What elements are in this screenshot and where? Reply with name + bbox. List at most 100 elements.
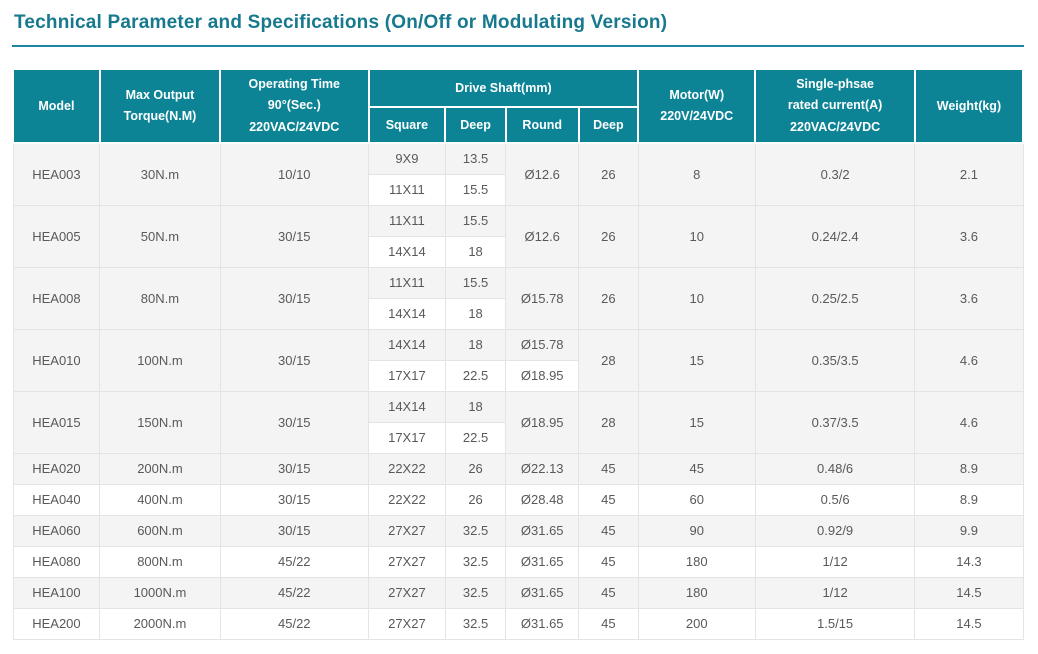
cell-max-output-torque: 80N.m [99,266,221,330]
table-row: HEA200 2000N.m 45/22 27X27 32.5 Ø31.65 45 200 1.… [12,607,1024,640]
table-row: HEA015 150N.m 30/15 14X14 18 Ø18.95 28 15 0.37/3… [12,390,1024,454]
cell-square: 14X14 [368,328,446,361]
cell-square: 27X27 [368,576,446,609]
cell-square-deep: 22.5 [444,421,507,454]
col-header-square: Square [367,106,447,144]
cell-square: 9X9 [368,142,446,175]
cell-motor: 90 [637,514,756,547]
cell-motor: 200 [637,607,756,640]
cell-round-deep: 28 [578,390,639,454]
cell-motor: 15 [637,390,756,454]
cell-square: 14X14 [368,390,446,423]
table-body: HEA003 30N.m 10/10 9X9 13.5 Ø12.6 26 8 0.3/2 2.1 1… [12,142,1024,640]
cell-max-output-torque: 150N.m [99,390,221,454]
header-row-subcolumns: Square Deep Round Deep [13,106,1023,144]
cell-square-deep: 18 [444,328,507,361]
cell-model: HEA015 [12,390,101,454]
cell-operating-time: 45/22 [219,607,370,640]
cell-weight: 4.6 [914,390,1024,454]
cell-operating-time: 30/15 [219,483,370,516]
cell-weight: 14.3 [914,545,1024,578]
table-row: HEA040 400N.m 30/15 22X22 26 Ø28.48 45 60 0.5/6 8… [12,483,1024,516]
table-row: HEA020 200N.m 30/15 22X22 26 Ø22.13 45 45 0.48/6… [12,452,1024,485]
cell-operating-time: 30/15 [219,452,370,485]
col-header-drive-shaft: Drive Shaft(mm) [367,68,640,108]
cell-square: 11X11 [368,266,446,299]
cell-operating-time: 45/22 [219,545,370,578]
cell-max-output-torque: 1000N.m [99,576,221,609]
cell-square: 11X11 [368,173,446,206]
cell-weight: 3.6 [914,204,1024,268]
cell-operating-time: 10/10 [219,142,370,206]
cell-square-deep: 15.5 [444,173,507,206]
cell-motor: 15 [637,328,756,392]
table-header: Model Max Output Torque(N.M) Operating T… [12,68,1025,144]
cell-square-deep: 32.5 [444,607,507,640]
cell-rated-current: 0.3/2 [754,142,916,206]
cell-max-output-torque: 2000N.m [99,607,221,640]
table-row: HEA005 50N.m 30/15 11X11 15.5 Ø12.6 26 10 0.24/2… [12,204,1024,268]
cell-weight: 8.9 [914,483,1024,516]
cell-model: HEA005 [12,204,101,268]
cell-round: Ø12.6 [505,204,580,268]
cell-round-deep: 45 [578,545,639,578]
cell-max-output-torque: 30N.m [99,142,221,206]
col-header-round: Round [504,106,580,144]
cell-round-deep: 45 [578,576,639,609]
cell-weight: 14.5 [914,607,1024,640]
cell-operating-time: 30/15 [219,266,370,330]
cell-square: 27X27 [368,514,446,547]
cell-square-deep: 26 [444,452,507,485]
cell-motor: 8 [637,142,756,206]
cell-weight: 9.9 [914,514,1024,547]
cell-operating-time: 30/15 [219,390,370,454]
cell-square-deep: 32.5 [444,576,507,609]
cell-weight: 8.9 [914,452,1024,485]
col-header-rated-current: Single-phsae rated current(A) 220VAC/24V… [754,68,916,144]
cell-motor: 45 [637,452,756,485]
cell-weight: 3.6 [914,266,1024,330]
cell-weight: 4.6 [914,328,1024,392]
cell-square-deep: 26 [444,483,507,516]
cell-square: 11X11 [368,204,446,237]
cell-model: HEA003 [12,142,101,206]
cell-max-output-torque: 400N.m [99,483,221,516]
cell-square-deep: 13.5 [444,142,507,175]
cell-max-output-torque: 200N.m [99,452,221,485]
cell-round: Ø31.65 [505,545,580,578]
col-header-weight: Weight(kg) [913,68,1025,144]
cell-model: HEA100 [12,576,101,609]
cell-rated-current: 0.37/3.5 [754,390,916,454]
col-header-max-output-torque: Max Output Torque(N.M) [98,68,222,144]
cell-square-deep: 15.5 [444,266,507,299]
cell-max-output-torque: 50N.m [99,204,221,268]
cell-weight: 14.5 [914,576,1024,609]
page-title: Technical Parameter and Specifications (… [12,10,1024,47]
cell-rated-current: 1.5/15 [754,607,916,640]
cell-round: Ø31.65 [505,576,580,609]
table-row: HEA010 100N.m 30/15 14X14 18 Ø15.78 28 15 0.35/3… [12,328,1024,392]
cell-operating-time: 30/15 [219,328,370,392]
cell-square-deep: 18 [444,235,507,268]
cell-round: Ø22.13 [505,452,580,485]
cell-round-deep: 26 [578,142,639,206]
col-header-round-deep: Deep [577,106,640,144]
cell-square: 14X14 [368,235,446,268]
cell-square-deep: 32.5 [444,545,507,578]
cell-model: HEA008 [12,266,101,330]
cell-square-deep: 22.5 [444,359,507,392]
cell-motor: 60 [637,483,756,516]
cell-round-deep: 26 [578,204,639,268]
cell-motor: 10 [637,204,756,268]
cell-square-deep: 32.5 [444,514,507,547]
cell-round-deep: 45 [578,483,639,516]
cell-rated-current: 0.48/6 [754,452,916,485]
cell-rated-current: 0.25/2.5 [754,266,916,330]
table-subrow: 14X14 18 [13,297,1023,330]
cell-round: Ø18.95 [505,390,580,454]
cell-model: HEA200 [12,607,101,640]
table-subrow: 11X11 15.5 [13,173,1023,206]
cell-rated-current: 0.5/6 [754,483,916,516]
col-header-square-deep: Deep [444,106,507,144]
cell-motor: 10 [637,266,756,330]
